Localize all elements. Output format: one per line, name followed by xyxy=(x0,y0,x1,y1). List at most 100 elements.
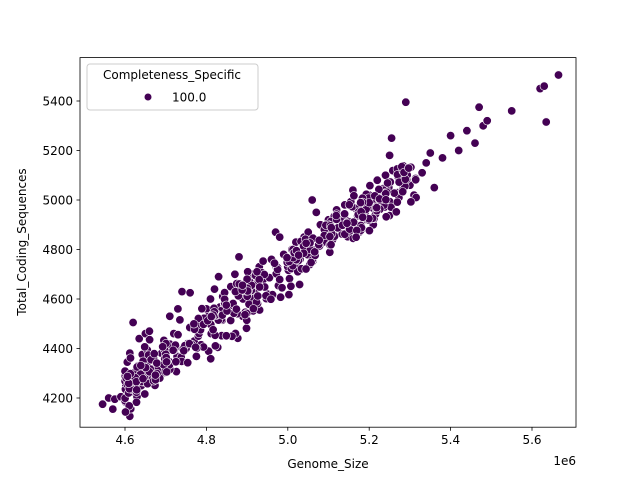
legend-marker-icon xyxy=(144,93,152,101)
data-point xyxy=(282,253,292,263)
data-point xyxy=(284,290,294,300)
data-point xyxy=(429,183,439,193)
data-point xyxy=(206,312,216,322)
data-point xyxy=(401,97,411,107)
data-point xyxy=(454,146,464,156)
data-point xyxy=(295,279,305,289)
axes-frame xyxy=(79,57,577,428)
data-point xyxy=(539,81,549,91)
data-point xyxy=(344,200,354,210)
data-point xyxy=(177,287,187,297)
data-point xyxy=(258,256,268,266)
data-point xyxy=(140,389,150,399)
x-tick-label: 5.4 xyxy=(441,433,460,447)
legend: Completeness_Specific 100.0 xyxy=(86,63,259,111)
data-point xyxy=(121,407,131,417)
data-point xyxy=(294,250,304,260)
data-point xyxy=(128,317,138,327)
data-point xyxy=(252,267,262,277)
data-point xyxy=(132,385,142,395)
data-point xyxy=(411,175,421,185)
data-point xyxy=(168,345,178,355)
data-point xyxy=(417,168,427,178)
data-point xyxy=(541,117,551,127)
data-point xyxy=(238,280,248,290)
y-tick-label: 5400 xyxy=(42,94,73,108)
data-point xyxy=(136,360,146,370)
data-point xyxy=(134,334,144,344)
data-point xyxy=(398,187,408,197)
data-point xyxy=(425,148,435,158)
data-point xyxy=(474,102,484,112)
data-point xyxy=(126,353,136,363)
data-point xyxy=(351,232,361,242)
data-point xyxy=(162,357,172,367)
scatter-points xyxy=(98,70,563,421)
data-point xyxy=(253,291,263,301)
data-point xyxy=(173,330,183,340)
data-point xyxy=(138,374,148,384)
data-point xyxy=(462,126,472,136)
data-point xyxy=(140,342,150,352)
data-point xyxy=(206,294,216,304)
data-point xyxy=(210,284,220,294)
data-point xyxy=(150,370,160,380)
data-point xyxy=(221,300,231,310)
data-point xyxy=(286,281,296,291)
data-point xyxy=(331,211,341,221)
data-point xyxy=(437,153,447,163)
data-point xyxy=(248,304,258,314)
data-point xyxy=(254,274,264,284)
data-point xyxy=(356,198,366,208)
data-point xyxy=(158,342,168,352)
data-point xyxy=(231,304,241,314)
data-point xyxy=(364,226,374,236)
data-point xyxy=(365,181,375,191)
data-point xyxy=(314,235,324,245)
data-point xyxy=(387,133,397,143)
x-axis-ticks: 4.6 4.8 5.0 5.2 5.4 5.6 xyxy=(115,427,542,447)
data-point xyxy=(189,319,199,329)
data-point xyxy=(165,311,175,321)
data-point xyxy=(98,399,108,409)
data-point xyxy=(404,163,414,173)
data-point xyxy=(326,240,336,250)
data-point xyxy=(391,207,401,217)
y-tick-label: 4600 xyxy=(42,292,73,306)
data-point xyxy=(406,197,416,207)
data-point xyxy=(255,282,265,292)
data-point xyxy=(310,247,320,257)
legend-entry-label: 100.0 xyxy=(172,91,206,105)
data-point xyxy=(372,203,382,213)
data-point xyxy=(349,191,359,201)
y-axis-label: Total_Coding_Sequences xyxy=(15,168,29,316)
x-tick-label: 4.8 xyxy=(197,433,216,447)
data-point xyxy=(234,252,244,262)
x-axis-offset-label: 1e6 xyxy=(553,454,576,468)
y-tick-label: 4200 xyxy=(42,391,73,405)
data-point xyxy=(173,304,183,314)
data-point xyxy=(381,212,391,222)
data-point xyxy=(145,335,155,345)
data-point xyxy=(277,283,287,293)
data-point xyxy=(152,358,162,368)
data-point xyxy=(185,288,195,298)
x-tick-label: 4.6 xyxy=(115,433,134,447)
data-point xyxy=(179,346,189,356)
y-tick-label: 5000 xyxy=(42,193,73,207)
data-point xyxy=(144,326,154,336)
data-point xyxy=(197,304,207,314)
data-point xyxy=(175,315,185,325)
y-tick-label: 5200 xyxy=(42,144,73,158)
data-point xyxy=(470,138,480,148)
data-point xyxy=(372,175,382,185)
data-point xyxy=(221,331,231,341)
data-point xyxy=(275,232,285,242)
data-point xyxy=(392,197,402,207)
data-point xyxy=(210,341,220,351)
data-point xyxy=(446,131,456,141)
legend-box xyxy=(86,63,259,111)
data-point xyxy=(385,150,395,160)
data-point xyxy=(162,367,172,377)
data-point xyxy=(123,371,133,381)
